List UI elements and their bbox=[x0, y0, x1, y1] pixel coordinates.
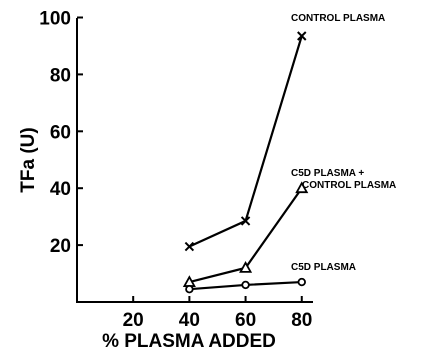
triangle-marker bbox=[239, 261, 253, 273]
y-tick-label: 100 bbox=[39, 9, 71, 30]
y-tick-label: 60 bbox=[50, 122, 71, 143]
y-axis-label: TFa (U) bbox=[18, 127, 39, 192]
series-label: C5D PLASMA + bbox=[291, 168, 364, 179]
series-label: CONTROL PLASMA bbox=[302, 180, 396, 191]
circle-marker bbox=[241, 280, 250, 290]
triangle-marker bbox=[182, 275, 196, 287]
y-tick-label: 40 bbox=[50, 179, 71, 200]
y-tick-label: 80 bbox=[50, 65, 71, 86]
circle-marker bbox=[185, 284, 194, 294]
x-tick-label: 40 bbox=[179, 310, 200, 331]
x-ticks: 20 40 60 80 bbox=[123, 296, 312, 331]
series-label: C5D PLASMA bbox=[291, 262, 356, 273]
x-tick-label: 20 bbox=[123, 310, 144, 331]
series-line bbox=[188, 35, 303, 248]
x-marker bbox=[240, 216, 251, 226]
circle-marker bbox=[297, 277, 306, 287]
triangle-marker bbox=[295, 181, 309, 194]
x-marker bbox=[297, 31, 307, 41]
series-label: CONTROL PLASMA bbox=[291, 13, 385, 24]
axes bbox=[76, 18, 313, 303]
series-triangle: C5D PLASMA +CONTROL PLASMA bbox=[182, 168, 396, 287]
x-tick-label: 80 bbox=[291, 310, 312, 331]
series-x: CONTROL PLASMA bbox=[184, 13, 385, 252]
x-axis-label: % PLASMA ADDED bbox=[102, 331, 276, 352]
y-ticks: 20 40 60 80 100 bbox=[39, 9, 83, 257]
y-tick-label: 20 bbox=[50, 236, 71, 257]
x-tick-label: 60 bbox=[235, 310, 256, 331]
series-circle: C5D PLASMA bbox=[185, 262, 356, 294]
x-marker bbox=[184, 241, 195, 252]
